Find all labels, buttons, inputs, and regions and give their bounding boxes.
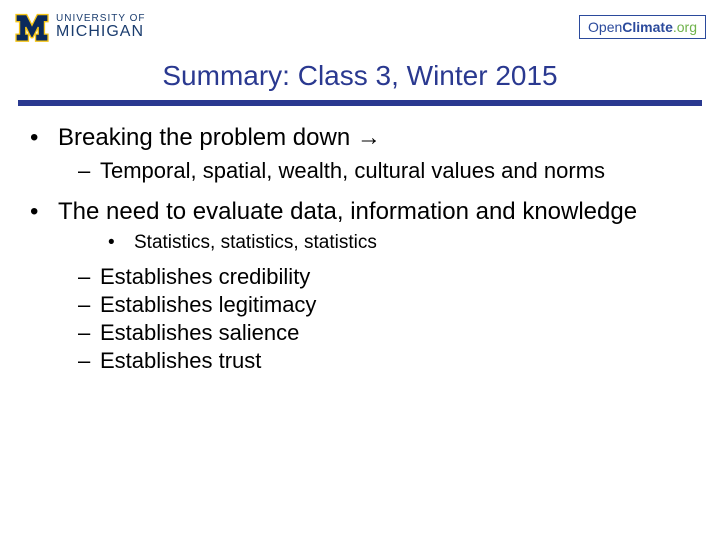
dash-marker: –	[78, 264, 100, 290]
oc-org: .org	[673, 19, 697, 35]
dash-marker: –	[78, 292, 100, 318]
bullet-text: The need to evaluate data, information a…	[58, 198, 637, 226]
bullet-text: Establishes credibility	[100, 264, 310, 290]
bullet-marker: •	[30, 124, 58, 152]
um-line2: MICHIGAN	[56, 24, 146, 40]
bullet-l2: – Temporal, spatial, wealth, cultural va…	[78, 158, 690, 184]
dash-marker: –	[78, 348, 100, 374]
openclimate-badge: OpenClimate.org	[579, 15, 706, 39]
bullet-text: Establishes trust	[100, 348, 261, 374]
bullet-l3: • Statistics, statistics, statistics	[108, 232, 690, 254]
bullet-l1: • Breaking the problem down →	[30, 124, 690, 152]
bullet-l1: • The need to evaluate data, information…	[30, 198, 690, 226]
oc-open: Open	[588, 19, 622, 35]
bullet-l2: – Establishes legitimacy	[78, 292, 690, 318]
block-m-icon	[14, 11, 50, 43]
bullet-text: Establishes salience	[100, 320, 299, 346]
bullet-l2: – Establishes salience	[78, 320, 690, 346]
dash-marker: –	[78, 320, 100, 346]
bullet-l2: – Establishes trust	[78, 348, 690, 374]
um-wordmark: UNIVERSITY OF MICHIGAN	[56, 14, 146, 40]
slide-title: Summary: Class 3, Winter 2015	[0, 60, 720, 92]
bullet-marker: •	[108, 232, 134, 254]
dash-marker: –	[78, 158, 100, 184]
bullet-text: Temporal, spatial, wealth, cultural valu…	[100, 158, 605, 184]
bullet-l2: – Establishes credibility	[78, 264, 690, 290]
slide-header: UNIVERSITY OF MICHIGAN OpenClimate.org	[0, 0, 720, 50]
slide-body: • Breaking the problem down → – Temporal…	[0, 124, 720, 374]
bullet-text: Breaking the problem down →	[58, 124, 381, 152]
um-logo: UNIVERSITY OF MICHIGAN	[14, 11, 146, 43]
bullet-text: Statistics, statistics, statistics	[134, 232, 377, 254]
bullet-marker: •	[30, 198, 58, 226]
bullet-text: Establishes legitimacy	[100, 292, 316, 318]
oc-climate: Climate	[622, 19, 673, 35]
title-divider	[18, 100, 702, 106]
